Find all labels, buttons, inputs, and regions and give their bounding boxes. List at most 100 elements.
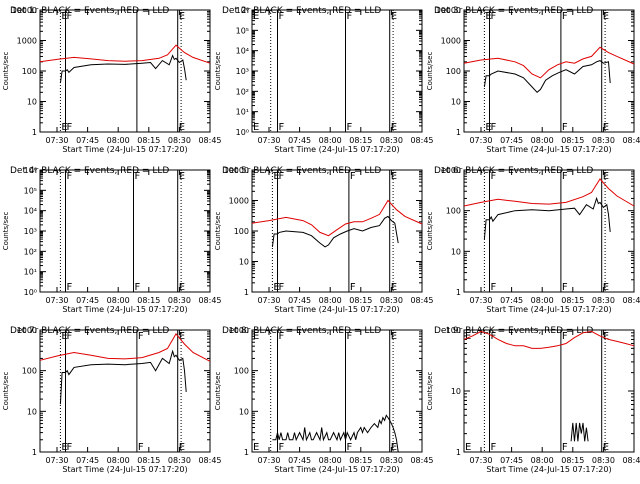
marker-label-top: E (273, 171, 279, 182)
x-axis-label: Start Time (24-Jul-15 07:17:20) (62, 305, 187, 314)
x-tick-label: 07:30 (45, 136, 68, 145)
marker-label-bottom: E (273, 282, 279, 293)
y-tick-label: 10000 (12, 6, 37, 15)
x-tick-label: 08:45 (622, 456, 640, 465)
marker-label-bottom: E (179, 282, 185, 293)
x-tick-label: 08:00 (107, 136, 130, 145)
marker-label-top: F (491, 11, 497, 22)
marker-label-top: E (179, 11, 185, 22)
y-axis-label: Counts/sec (2, 212, 10, 251)
marker-label-bottom: F (347, 442, 353, 453)
x-tick-label: 08:15 (561, 296, 584, 305)
series-line-events (570, 422, 589, 442)
y-tick-label: 10³ (24, 227, 37, 236)
marker-label-top: E (179, 331, 185, 342)
x-tick-label: 08:30 (592, 456, 615, 465)
y-tick-label: 100 (22, 367, 37, 376)
x-tick-label: 08:15 (349, 296, 372, 305)
x-tick-label: 08:15 (137, 296, 160, 305)
x-tick-label: 07:45 (288, 136, 311, 145)
chart-title: Det 5r BLACK = Events, RED = LLD (222, 166, 381, 176)
x-tick-label: 07:45 (500, 296, 523, 305)
y-axis-label: Counts/sec (214, 372, 222, 411)
x-tick-label: 08:00 (531, 136, 554, 145)
marker-label-top: E (61, 11, 67, 22)
marker-label-top: F (138, 331, 144, 342)
x-tick-label: 08:45 (198, 456, 221, 465)
marker-label-top: F (279, 11, 285, 22)
y-tick-label: 100 (446, 67, 461, 76)
marker-label-bottom: E (603, 122, 609, 133)
x-tick-label: 07:30 (469, 136, 492, 145)
x-tick-label: 08:45 (622, 136, 640, 145)
marker-label-top: F (347, 11, 353, 22)
x-tick-label: 07:30 (469, 456, 492, 465)
y-tick-label: 10⁴ (24, 207, 37, 216)
marker-label-bottom: F (562, 282, 568, 293)
x-axis-label: Start Time (24-Jul-15 07:17:20) (486, 305, 611, 314)
marker-label-top: F (562, 171, 568, 182)
y-tick-label: 10² (236, 87, 249, 96)
y-tick-label: 10 (27, 98, 37, 107)
marker-label-top: E (253, 11, 259, 22)
series-line-events (483, 60, 611, 93)
marker-label-bottom: F (138, 442, 144, 453)
marker-label-bottom: E (391, 442, 397, 453)
chart-title: Det 4r BLACK = Events, RED = LLD (10, 166, 169, 176)
x-tick-label: 07:45 (500, 136, 523, 145)
y-axis-label: Counts/sec (2, 372, 10, 411)
x-tick-label: 07:30 (469, 296, 492, 305)
x-tick-label: 08:00 (531, 456, 554, 465)
y-tick-label: 10¹ (236, 108, 249, 117)
y-tick-label: 10000 (436, 6, 461, 15)
marker-label-bottom: F (279, 442, 285, 453)
series-line-events (272, 414, 399, 453)
y-tick-label: 100 (234, 367, 249, 376)
y-tick-label: 10² (24, 247, 37, 256)
chart-title: Det 3r BLACK = Events, RED = LLD (434, 6, 593, 16)
marker-label-top: F (491, 171, 497, 182)
x-tick-label: 07:45 (76, 296, 99, 305)
y-tick-label: 10 (27, 407, 37, 416)
marker-label-top: E (603, 331, 609, 342)
series-line-events (271, 215, 399, 248)
y-tick-label: 10 (239, 407, 249, 416)
x-tick-label: 08:45 (410, 136, 433, 145)
marker-label-top: E (391, 331, 397, 342)
y-tick-label: 10 (451, 387, 461, 396)
x-tick-label: 08:45 (410, 296, 433, 305)
marker-label-bottom: F (279, 122, 285, 133)
series-line-events (59, 349, 187, 405)
plot-frame (39, 329, 211, 453)
chart-panel-9: Det 9r BLACK = Events, RED = LLD 1 10 100 07… (426, 326, 640, 474)
marker-label-top: F (562, 11, 568, 22)
x-axis-label: Start Time (24-Jul-15 07:17:20) (274, 145, 399, 154)
chart-panel-1: Det 1r BLACK = Events, RED = LLD 1 10 100 10… (2, 6, 222, 154)
x-tick-label: 08:45 (410, 456, 433, 465)
y-tick-label: 1 (244, 448, 249, 457)
y-tick-label: 10⁶ (24, 166, 37, 175)
y-tick-label: 10⁵ (24, 186, 37, 195)
x-tick-label: 08:30 (380, 136, 403, 145)
marker-label-top: E (485, 11, 491, 22)
x-tick-label: 08:00 (107, 456, 130, 465)
x-tick-label: 08:30 (168, 296, 191, 305)
x-tick-label: 08:45 (198, 136, 221, 145)
y-axis-label: Counts/sec (426, 372, 434, 411)
chart-panel-3: Det 3r BLACK = Events, RED = LLD 1 10 100 10… (426, 6, 640, 154)
x-axis-label: Start Time (24-Jul-15 07:17:20) (274, 305, 399, 314)
chart-panel-8: Det 8r BLACK = Events, RED = LLD 1 10 100 10… (214, 326, 434, 474)
marker-label-bottom: E (485, 122, 491, 133)
x-tick-label: 08:30 (592, 296, 615, 305)
x-axis-label: Start Time (24-Jul-15 07:17:20) (274, 465, 399, 474)
marker-label-bottom: E (465, 442, 471, 453)
y-tick-label: 10⁰ (24, 288, 37, 297)
marker-label-bottom: E (61, 442, 67, 453)
marker-label-bottom: F (67, 122, 73, 133)
y-tick-label: 10 (239, 258, 249, 267)
marker-label-top: E (391, 171, 397, 182)
y-tick-label: 100 (446, 207, 461, 216)
marker-label-top: F (347, 331, 353, 342)
